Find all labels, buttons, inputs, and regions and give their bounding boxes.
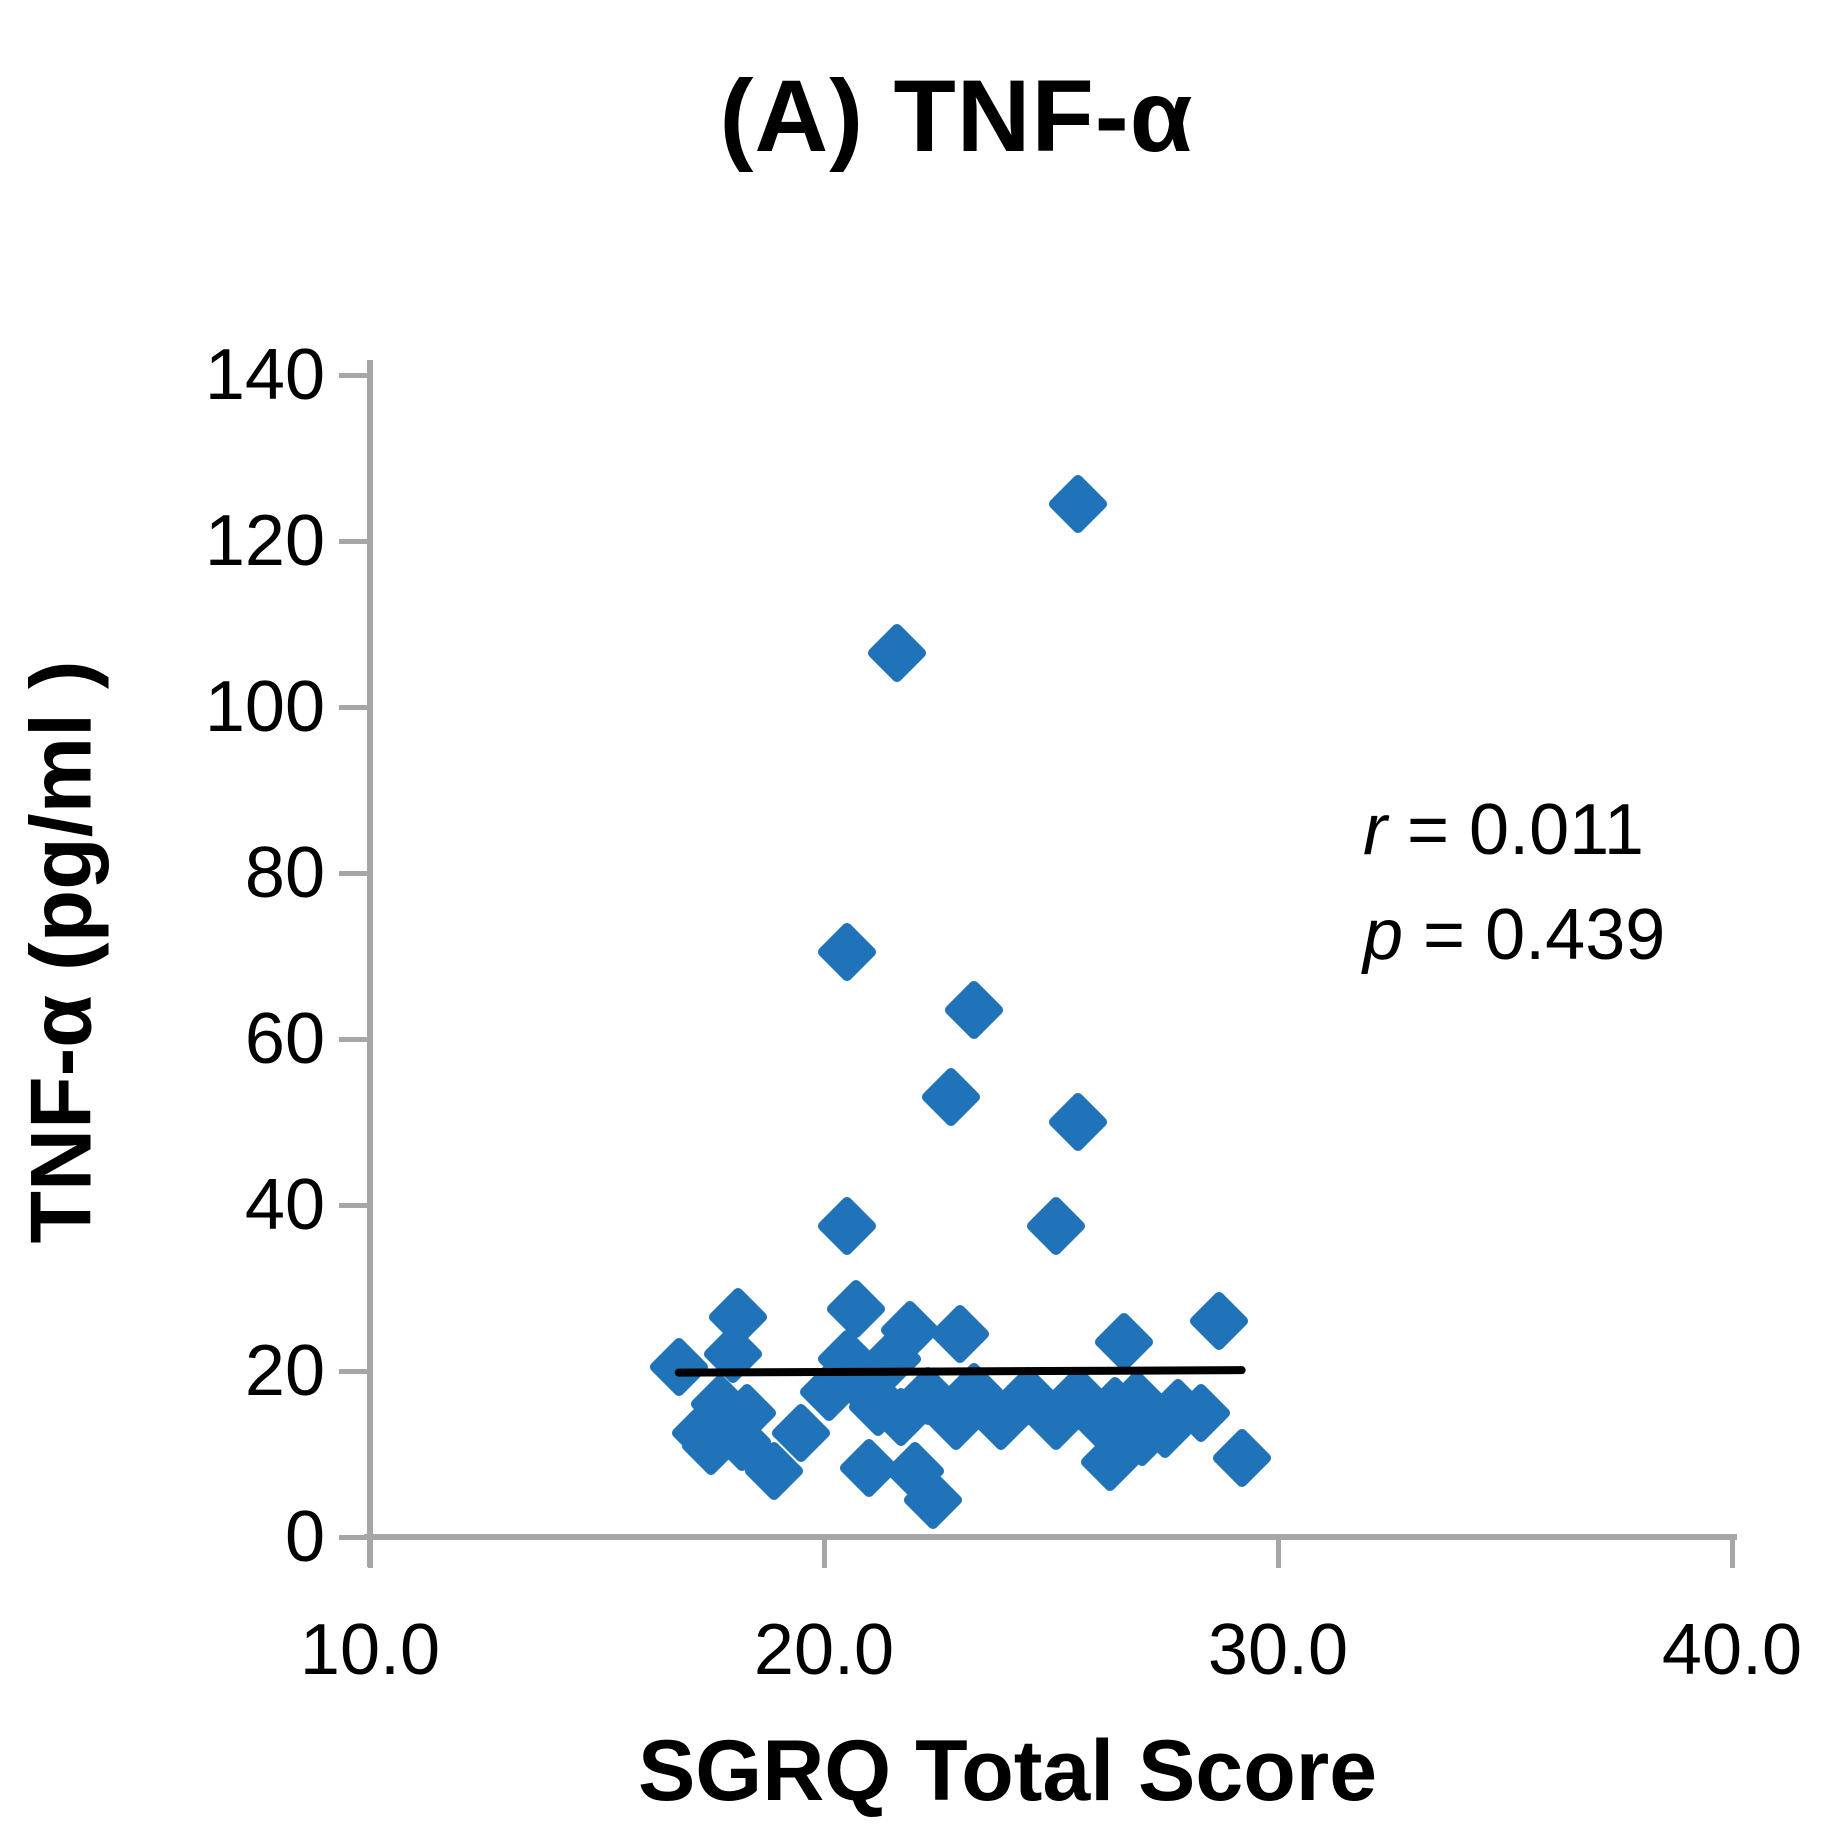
data-point (942, 978, 1005, 1042)
y-tick-mark (339, 870, 370, 876)
annotation-r-line: r = 0.011 (1363, 778, 1665, 883)
correlation-annotation: r = 0.011 p = 0.439 (1363, 778, 1665, 988)
x-tick-label: 10.0 (299, 1610, 441, 1690)
r-value: = 0.011 (1386, 790, 1644, 870)
x-axis-title: SGRQ Total Score (637, 1723, 1378, 1819)
y-axis-line (367, 360, 373, 1567)
y-tick-label: 0 (284, 1497, 325, 1577)
x-tick-label: 30.0 (1207, 1610, 1349, 1690)
annotation-p-line: p = 0.439 (1363, 883, 1665, 988)
x-axis-line (364, 1534, 1737, 1540)
p-symbol: p (1363, 895, 1404, 975)
x-tick-label: 40.0 (1661, 1610, 1803, 1690)
y-tick-mark (339, 1202, 370, 1208)
y-tick-mark (339, 1534, 370, 1540)
chart-title: (A) TNF-α (719, 59, 1194, 173)
data-point (1047, 1090, 1110, 1154)
x-tick-label: 20.0 (753, 1610, 895, 1690)
data-point (824, 1277, 887, 1340)
y-tick-label: 20 (244, 1331, 325, 1411)
trendline-segment (674, 1366, 1246, 1377)
y-tick-mark (339, 538, 370, 544)
data-point (1187, 1290, 1251, 1353)
data-point (815, 1194, 878, 1257)
y-tick-label: 120 (204, 501, 325, 581)
data-point (815, 920, 878, 983)
data-point (647, 1335, 710, 1398)
data-point (1210, 1427, 1273, 1490)
y-tick-label: 140 (204, 335, 325, 415)
y-tick-label: 80 (244, 833, 325, 913)
y-tick-label: 100 (204, 667, 325, 747)
y-tick-mark (339, 704, 370, 710)
data-point (702, 1323, 765, 1386)
data-point (919, 1065, 983, 1129)
data-point (1092, 1310, 1155, 1374)
data-point (1047, 472, 1110, 535)
y-tick-label: 40 (244, 1165, 325, 1245)
p-value: = 0.439 (1403, 895, 1666, 975)
data-point (865, 621, 928, 685)
y-tick-label: 60 (244, 999, 325, 1079)
x-tick-mark (821, 1537, 827, 1568)
x-tick-mark (1275, 1537, 1281, 1568)
data-point (929, 1302, 992, 1365)
x-tick-mark (1729, 1537, 1735, 1568)
y-tick-mark (339, 1036, 370, 1042)
y-tick-mark (339, 372, 370, 378)
y-tick-mark (339, 1368, 370, 1374)
r-symbol: r (1363, 790, 1387, 870)
x-tick-mark (367, 1537, 373, 1568)
data-point (1024, 1194, 1087, 1257)
